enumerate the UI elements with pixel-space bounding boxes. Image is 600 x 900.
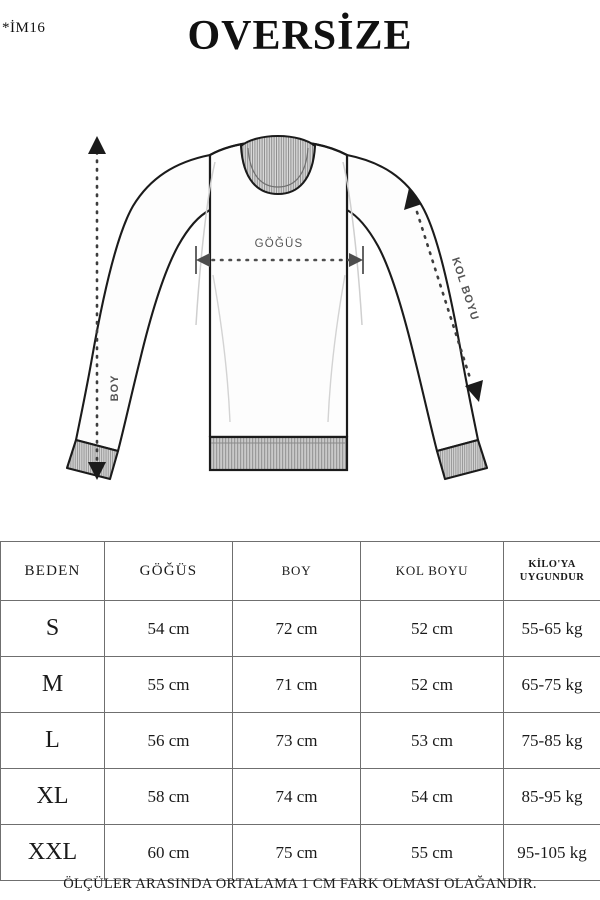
- column-header-kol-boyu: KOL BOYU: [360, 541, 504, 601]
- cell-kilo: 55-65 kg: [503, 600, 600, 657]
- cell-beden: S: [0, 600, 105, 657]
- cell-kilo: 85-95 kg: [503, 768, 600, 825]
- sleeve-dotted-line: [415, 210, 472, 380]
- table-row: L 56 cm 73 cm 53 cm 75-85 kg: [0, 712, 600, 769]
- table-row: XXL 60 cm 75 cm 55 cm 95-105 kg: [0, 824, 600, 881]
- cell-boy: 74 cm: [232, 768, 361, 825]
- cell-beden: XL: [0, 768, 105, 825]
- left-drape-fold: [212, 274, 231, 423]
- right-cuff: [435, 438, 489, 481]
- cell-kol-boyu: 52 cm: [360, 600, 504, 657]
- cell-kol-boyu: 52 cm: [360, 656, 504, 713]
- table-header-row: BEDEN GÖĞÜS BOY KOL BOYU KİLO'YA UYGUNDU…: [0, 541, 600, 601]
- cell-gogus: 60 cm: [104, 824, 233, 881]
- sleeve-arrow-bottom: [465, 380, 483, 402]
- cell-boy: 73 cm: [232, 712, 361, 769]
- kilo-header-line-1: KİLO'YA: [528, 558, 576, 570]
- cell-beden: L: [0, 712, 105, 769]
- length-arrow-top: [88, 136, 106, 154]
- cell-kilo: 65-75 kg: [503, 656, 600, 713]
- kilo-header-line-2: UYGUNDUR: [519, 572, 585, 583]
- product-code-label: *İM16: [2, 20, 46, 36]
- chest-label: GÖĞÜS: [255, 237, 304, 250]
- left-cuff: [65, 438, 120, 481]
- length-arrow-bottom: [88, 462, 106, 480]
- cell-kol-boyu: 55 cm: [360, 824, 504, 881]
- size-table: BEDEN GÖĞÜS BOY KOL BOYU KİLO'YA UYGUNDU…: [0, 541, 600, 881]
- column-header-beden: BEDEN: [0, 541, 105, 601]
- cell-gogus: 58 cm: [104, 768, 233, 825]
- cell-kol-boyu: 54 cm: [360, 768, 504, 825]
- cell-kilo: 95-105 kg: [503, 824, 600, 881]
- cell-beden: M: [0, 656, 105, 713]
- cell-kilo: 75-85 kg: [503, 712, 600, 769]
- sweatshirt-drawing: [65, 134, 489, 481]
- left-armhole-shade: [195, 161, 216, 326]
- column-header-gogus: GÖĞÜS: [104, 541, 233, 601]
- right-drape-fold: [327, 274, 346, 423]
- table-row: S 54 cm 72 cm 52 cm 55-65 kg: [0, 600, 600, 657]
- chest-arrow-left: [196, 253, 210, 267]
- collar-inner-line: [247, 147, 309, 188]
- length-measure-arrow: BOY: [88, 136, 121, 480]
- cell-boy: 75 cm: [232, 824, 361, 881]
- cell-gogus: 56 cm: [104, 712, 233, 769]
- cell-boy: 72 cm: [232, 600, 361, 657]
- column-header-boy: BOY: [232, 541, 361, 601]
- cell-kol-boyu: 53 cm: [360, 712, 504, 769]
- column-header-kilo: KİLO'YA UYGUNDUR: [503, 541, 600, 601]
- cell-gogus: 55 cm: [104, 656, 233, 713]
- cell-beden: XXL: [0, 824, 105, 881]
- garment-illustration: GÖĞÜS BOY KOL BOYU: [65, 134, 489, 481]
- cell-gogus: 54 cm: [104, 600, 233, 657]
- chest-measure-arrow: GÖĞÜS: [195, 237, 364, 274]
- hem-rib-band: [208, 435, 349, 472]
- cell-boy: 71 cm: [232, 656, 361, 713]
- length-label: BOY: [109, 375, 121, 402]
- page-title: OVERSİZE: [187, 13, 413, 59]
- table-row: M 55 cm 71 cm 52 cm 65-75 kg: [0, 656, 600, 713]
- right-armhole-shade: [342, 161, 363, 326]
- chest-arrow-right: [349, 253, 363, 267]
- sleeve-arrow-top: [404, 188, 422, 210]
- table-row: XL 58 cm 74 cm 54 cm 85-95 kg: [0, 768, 600, 825]
- measurement-tolerance-note: ÖLÇÜLER ARASINDA ORTALAMA 1 CM FARK OLMA…: [63, 876, 537, 892]
